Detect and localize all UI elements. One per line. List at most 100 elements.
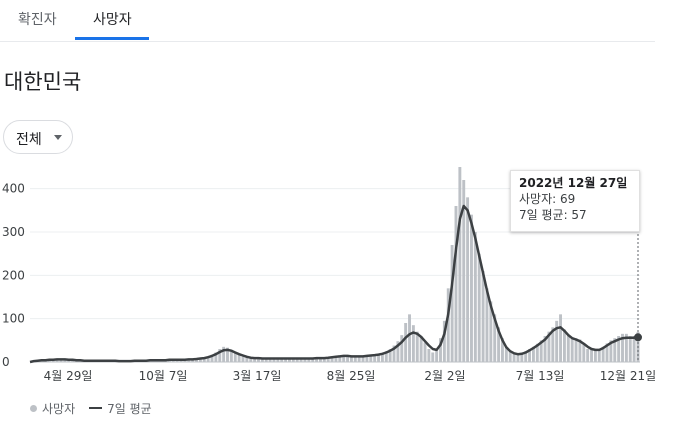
- daily-deaths-bar: [493, 314, 497, 362]
- daily-deaths-bar: [601, 346, 605, 362]
- period-dropdown[interactable]: 전체: [3, 120, 73, 154]
- daily-deaths-bar: [195, 358, 198, 362]
- daily-deaths-bar: [624, 333, 628, 362]
- x-tick-label: 8월 25일: [327, 369, 376, 383]
- daily-deaths-bar: [187, 359, 191, 362]
- daily-deaths-bar: [555, 320, 559, 362]
- hover-point: [634, 333, 642, 342]
- daily-deaths-bar: [318, 358, 322, 362]
- daily-deaths-bar: [450, 245, 454, 362]
- x-tick-label: 12월 21일: [600, 369, 656, 383]
- daily-deaths-bar: [295, 358, 299, 362]
- daily-deaths-bar: [497, 327, 501, 362]
- daily-deaths-bar: [632, 336, 636, 362]
- daily-deaths-bar: [562, 329, 566, 362]
- legend: 사망자 7일 평균: [30, 400, 152, 417]
- daily-deaths-bar: [551, 327, 555, 362]
- daily-deaths-bar: [284, 358, 288, 362]
- active-tab-indicator: [75, 37, 149, 40]
- daily-deaths-bar: [578, 339, 582, 362]
- daily-deaths-bar: [307, 358, 311, 362]
- daily-deaths-bar: [593, 350, 597, 362]
- daily-deaths-bar: [338, 355, 342, 362]
- daily-deaths-bar: [520, 353, 524, 362]
- period-dropdown-label: 전체: [16, 132, 42, 148]
- daily-deaths-bar: [574, 338, 578, 362]
- daily-deaths-bar: [466, 197, 470, 362]
- daily-deaths-bar: [303, 358, 307, 362]
- daily-deaths-bar: [369, 355, 373, 362]
- x-tick-label: 7월 13일: [516, 369, 565, 383]
- daily-deaths-bar: [315, 358, 319, 362]
- daily-deaths-bar: [226, 347, 229, 362]
- tab-confirmed[interactable]: 확진자: [18, 12, 57, 28]
- daily-deaths-bar: [439, 338, 442, 362]
- daily-deaths-bar: [388, 349, 392, 362]
- daily-deaths-bar: [233, 352, 237, 362]
- daily-deaths-bar: [512, 353, 516, 362]
- daily-deaths-bar: [481, 271, 485, 362]
- tooltip-deaths: 사망자: 69: [519, 192, 576, 206]
- daily-deaths-bar: [470, 214, 473, 362]
- daily-deaths-bar: [222, 346, 226, 362]
- legend-line-label: 7일 평균: [107, 402, 152, 416]
- daily-deaths-bar: [229, 349, 233, 362]
- daily-deaths-bar: [543, 336, 547, 362]
- daily-deaths-bar: [454, 206, 458, 362]
- daily-deaths-bar: [365, 355, 369, 362]
- daily-deaths-bar: [559, 314, 562, 362]
- daily-deaths-bar: [528, 349, 532, 362]
- x-tick-label: 3월 17일: [233, 369, 282, 383]
- y-tick-label: 0: [2, 355, 10, 369]
- daily-deaths-bar: [411, 325, 415, 362]
- daily-deaths-bar: [237, 354, 241, 362]
- daily-deaths-bar: [400, 335, 404, 362]
- deaths-chart[interactable]: 0 100 200 300 400 4월 29일 10월 7일 3월 17일 8월 25일 2월…: [0, 160, 673, 392]
- daily-deaths-bar: [415, 331, 419, 362]
- daily-deaths-bar: [291, 358, 295, 362]
- daily-deaths-bar: [377, 354, 380, 362]
- daily-deaths-bar: [621, 333, 624, 362]
- y-tick-label: 300: [2, 225, 25, 239]
- y-tick-label: 100: [2, 312, 25, 326]
- daily-deaths-bar: [431, 352, 435, 362]
- daily-deaths-bar: [531, 346, 535, 362]
- daily-deaths-bar: [353, 356, 357, 362]
- daily-deaths-bar: [311, 358, 315, 362]
- daily-deaths-bar: [524, 351, 528, 362]
- daily-deaths-bar: [473, 232, 477, 362]
- daily-deaths-bar: [349, 356, 353, 362]
- daily-deaths-bar: [446, 288, 450, 362]
- daily-deaths-bar: [272, 358, 276, 362]
- daily-deaths-bar: [276, 358, 280, 362]
- daily-deaths-bar: [539, 340, 543, 362]
- daily-deaths-bar: [442, 320, 446, 362]
- daily-deaths-bar: [202, 357, 206, 362]
- daily-deaths-bar: [501, 338, 504, 362]
- daily-deaths-bar: [346, 355, 350, 362]
- daily-deaths-bar: [198, 358, 202, 362]
- tab-deaths[interactable]: 사망자: [93, 12, 132, 28]
- daily-deaths-bar: [206, 356, 210, 362]
- daily-deaths-bar: [617, 336, 621, 362]
- daily-deaths-bar: [504, 346, 508, 362]
- daily-deaths-bar: [570, 338, 574, 362]
- daily-deaths-bar: [597, 349, 601, 362]
- daily-deaths-bar: [330, 357, 334, 362]
- avg-line: [29, 204, 639, 364]
- y-tick-label: 400: [2, 182, 25, 196]
- daily-deaths-bar: [299, 358, 303, 362]
- tooltip-average: 7일 평균: 57: [519, 208, 587, 222]
- daily-deaths-bar: [485, 288, 489, 362]
- region-title: 대한민국: [4, 70, 82, 94]
- daily-deaths-bar: [257, 358, 260, 362]
- daily-deaths-bar: [241, 356, 245, 362]
- daily-deaths-bar: [264, 358, 268, 362]
- tab-bar: 확진자 사망자: [0, 0, 655, 42]
- daily-deaths-bar: [590, 349, 593, 362]
- daily-deaths-bar: [547, 331, 551, 362]
- daily-deaths-bar: [322, 358, 326, 362]
- daily-deaths-bar: [380, 353, 384, 362]
- daily-deaths-bar: [582, 344, 586, 362]
- x-tick-label: 10월 7일: [139, 369, 188, 383]
